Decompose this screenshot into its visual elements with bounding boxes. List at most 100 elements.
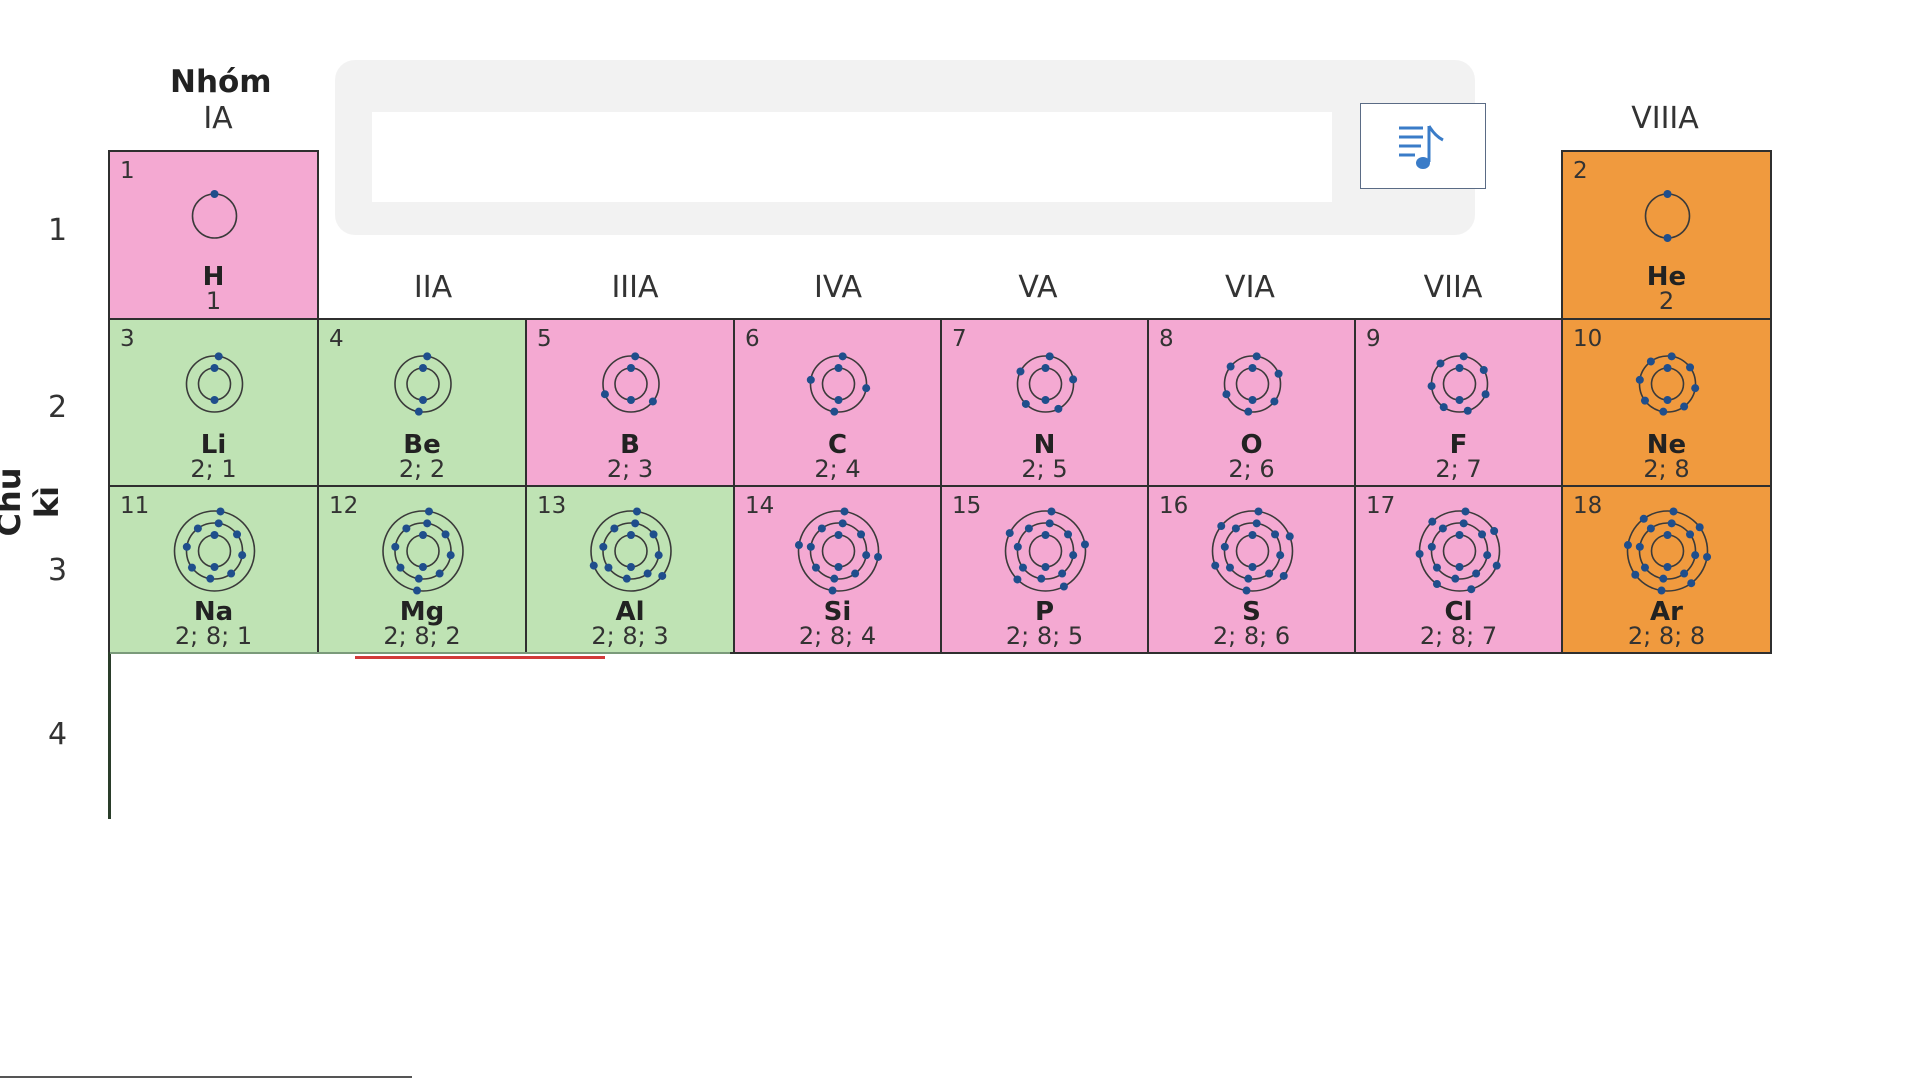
element-cell-ar: 18 Ar 2; 8; 8 — [1561, 485, 1772, 654]
electron-shell — [1016, 522, 1075, 580]
electron-shell — [1211, 510, 1294, 592]
atomic-number: 15 — [952, 493, 982, 519]
element-symbol: Ne — [1646, 430, 1687, 460]
atomic-number: 11 — [120, 493, 150, 519]
electron — [1244, 574, 1253, 583]
audio-button[interactable] — [1360, 103, 1486, 189]
element-cell-ne: 10 Ne 2; 8 — [1561, 318, 1772, 487]
electron — [233, 530, 242, 539]
element-symbol: C — [827, 430, 848, 460]
electron-configuration: 2; 5 — [1021, 455, 1068, 483]
bohr-model-n — [1016, 352, 1078, 413]
electron — [1455, 396, 1464, 404]
electron-shell — [1638, 355, 1697, 413]
electron — [1623, 541, 1632, 550]
electron — [1669, 507, 1678, 516]
electron — [648, 397, 657, 406]
electron-shell — [406, 367, 440, 401]
electron — [1013, 575, 1022, 584]
group-label-ia: IA — [203, 101, 233, 136]
element-cell-al: 13 Al 2; 8; 3 — [525, 485, 735, 654]
electron-shell — [1223, 522, 1282, 580]
atomic-number: 18 — [1573, 493, 1603, 519]
electron — [1279, 571, 1288, 580]
bohr-model-f — [1427, 352, 1490, 415]
element-cell-cl: 17 Cl 2; 8; 7 — [1354, 485, 1563, 654]
electron — [210, 396, 219, 404]
electron — [1274, 369, 1283, 378]
electron — [210, 563, 219, 571]
element-symbol: Be — [403, 430, 441, 460]
electron — [1663, 563, 1672, 571]
electron — [1045, 519, 1054, 528]
electron — [1248, 563, 1257, 571]
group-label-va: VA — [1018, 270, 1058, 305]
element-cell-mg: 12 Mg 2; 8; 2 — [317, 485, 527, 654]
electron — [817, 524, 826, 533]
bohr-model-b — [600, 352, 660, 413]
electron — [1432, 563, 1441, 572]
electron — [187, 563, 196, 572]
electron-shell — [1004, 510, 1087, 592]
electron — [435, 569, 444, 578]
atomic-number: 14 — [745, 493, 775, 519]
electron — [446, 551, 455, 560]
period-label-1: 1 — [48, 213, 68, 248]
electron — [1467, 585, 1476, 594]
electron — [1436, 359, 1445, 368]
electron-shell — [185, 522, 244, 580]
electron-configuration: 2; 1 — [190, 455, 237, 483]
electron — [1064, 530, 1073, 539]
electron — [182, 542, 191, 551]
electron-shell — [1442, 367, 1477, 401]
element-symbol: Li — [200, 430, 227, 460]
electron-configuration: 2; 3 — [606, 455, 654, 483]
electron — [1646, 524, 1655, 533]
electron — [622, 574, 631, 583]
atomic-number: 13 — [537, 493, 567, 519]
electron — [1432, 580, 1441, 589]
electron — [419, 396, 427, 404]
electron — [1054, 404, 1063, 413]
electron — [1451, 574, 1460, 583]
atomic-number: 7 — [952, 326, 967, 352]
element-cell-be: 4 Be 2; 2 — [317, 318, 527, 487]
electron-configuration: 2; 2 — [398, 455, 446, 483]
electron — [828, 586, 837, 595]
electron — [627, 364, 635, 372]
electron-configuration: 2; 8; 1 — [174, 622, 253, 650]
electron — [423, 352, 432, 361]
electron — [1455, 563, 1464, 571]
element-symbol: N — [1033, 430, 1056, 460]
electron — [1254, 507, 1263, 516]
period-label-4: 4 — [48, 717, 68, 752]
electron — [1663, 531, 1672, 539]
bohr-model-cl — [1415, 507, 1501, 594]
atomic-number: 12 — [329, 493, 359, 519]
electron — [1479, 366, 1488, 375]
element-symbol: Mg — [399, 597, 445, 627]
atomic-number: 4 — [329, 326, 344, 352]
electron — [862, 551, 871, 560]
electron — [1490, 527, 1499, 536]
atomic-number: 9 — [1366, 326, 1381, 352]
element-symbol: Si — [823, 597, 852, 627]
electron — [1680, 402, 1689, 411]
bohr-model-ne — [1635, 352, 1700, 416]
electron — [1252, 519, 1261, 528]
electron — [1242, 586, 1251, 595]
electron-shell — [1442, 534, 1477, 568]
electron-shell — [382, 510, 464, 592]
element-symbol: Al — [615, 597, 645, 627]
electron — [1703, 552, 1712, 561]
element-cell-si: 14 Si 2; 8; 4 — [733, 485, 942, 654]
atomic-number: 10 — [1573, 326, 1603, 352]
element-symbol: H — [202, 262, 225, 292]
group-label-iia: IIA — [413, 270, 453, 305]
electron — [1455, 531, 1464, 539]
electron-configuration: 2; 8; 6 — [1212, 622, 1291, 650]
electron — [834, 531, 843, 539]
electron — [1686, 363, 1695, 372]
electron-shell — [394, 522, 452, 580]
